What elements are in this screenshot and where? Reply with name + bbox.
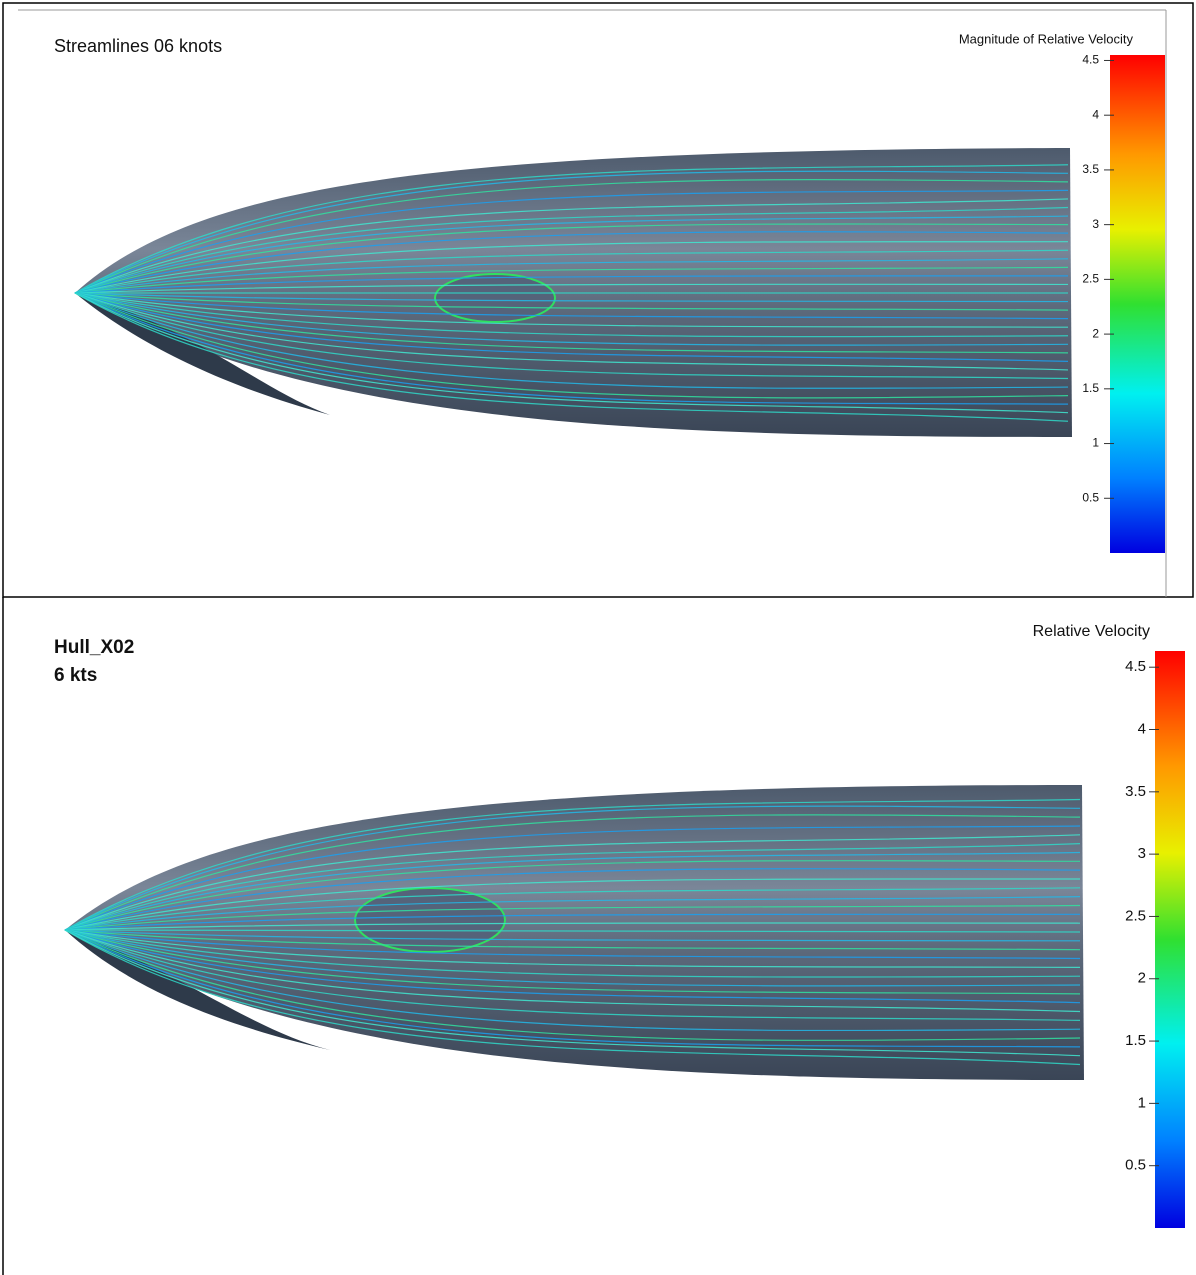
tick-label: 4.5	[1125, 658, 1146, 675]
document: Streamlines 06 knots Magnitude of Relati…	[0, 0, 1196, 1275]
tick-label: 4.5	[1082, 53, 1099, 67]
tick-label: 3	[1092, 217, 1099, 231]
tick-label: 2.5	[1125, 907, 1146, 924]
tick-label: 0.5	[1125, 1157, 1146, 1174]
tick-label: 3.5	[1125, 783, 1146, 800]
tick-label: 2.5	[1082, 272, 1099, 286]
colorbar	[1110, 55, 1165, 553]
legend-title: Relative Velocity	[1033, 623, 1150, 640]
tick-label: 4	[1092, 107, 1099, 121]
panel-subtitle: 6 kts	[54, 665, 97, 686]
tick-label: 2	[1138, 970, 1146, 987]
tick-label: 3.5	[1082, 162, 1099, 176]
tick-label: 1.5	[1125, 1032, 1146, 1049]
tick-label: 1	[1092, 436, 1099, 450]
tick-label: 0.5	[1082, 490, 1099, 504]
legend-title: Magnitude of Relative Velocity	[959, 31, 1134, 46]
hull	[65, 785, 1084, 1080]
tick-label: 4	[1138, 720, 1146, 737]
tick-label: 1	[1138, 1094, 1146, 1111]
tick-label: 1.5	[1082, 381, 1099, 395]
tick-label: 2	[1092, 326, 1099, 340]
tick-label: 3	[1138, 845, 1146, 862]
panel-title: Streamlines 06 knots	[54, 36, 222, 56]
page: Streamlines 06 knots Magnitude of Relati…	[0, 0, 1196, 1275]
panel-title: Hull_X02	[54, 637, 134, 658]
colorbar	[1155, 651, 1185, 1228]
